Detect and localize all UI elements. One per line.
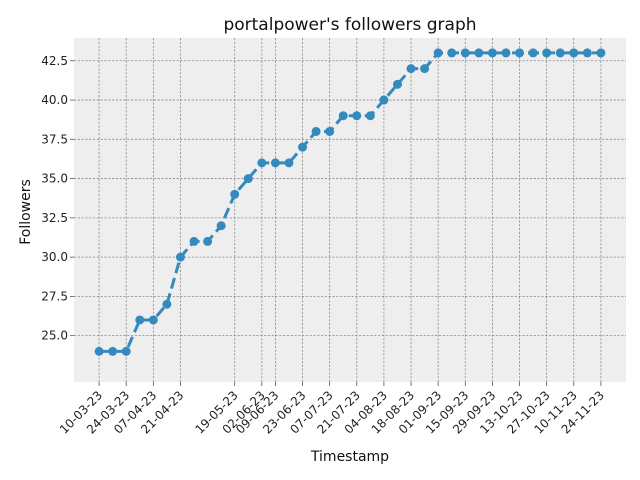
data-point [230, 189, 240, 199]
data-point [582, 48, 592, 58]
y-tick-label: 30.0 [41, 250, 68, 264]
y-tick-label: 32.5 [41, 211, 68, 225]
data-point [338, 111, 348, 121]
grid-lines [74, 38, 626, 382]
data-point [121, 346, 131, 356]
data-point [352, 111, 362, 121]
data-point [270, 158, 280, 168]
y-tick-label: 42.5 [41, 54, 68, 68]
plot-area [74, 38, 626, 382]
data-point [474, 48, 484, 58]
data-point [379, 95, 389, 105]
data-point [298, 142, 308, 152]
y-tick-label: 35.0 [41, 172, 68, 186]
data-point [433, 48, 443, 58]
data-point [148, 315, 158, 325]
chart-title: portalpower's followers graph [223, 15, 476, 35]
data-point [216, 221, 226, 231]
y-tick-label: 37.5 [41, 132, 68, 146]
data-point [555, 48, 565, 58]
y-axis-label: Followers [18, 179, 34, 245]
data-point [542, 48, 552, 58]
data-point [325, 126, 335, 136]
data-point [135, 315, 145, 325]
data-point [108, 346, 118, 356]
y-tick-label: 25.0 [41, 329, 68, 343]
x-axis-label: Timestamp [310, 449, 389, 465]
data-point [257, 158, 267, 168]
data-point [596, 48, 606, 58]
data-point [243, 174, 253, 184]
data-point [569, 48, 579, 58]
data-point [203, 236, 213, 246]
data-point [311, 126, 321, 136]
data-point [420, 64, 430, 74]
data-point [515, 48, 525, 58]
data-point [460, 48, 470, 58]
data-point [94, 346, 104, 356]
series-followers [94, 48, 606, 356]
y-tick-label: 27.5 [41, 289, 68, 303]
data-point [487, 48, 497, 58]
y-tick-label: 40.0 [41, 93, 68, 107]
data-point [189, 236, 199, 246]
data-point [365, 111, 375, 121]
data-point [284, 158, 294, 168]
data-point [162, 299, 172, 309]
data-point [501, 48, 511, 58]
data-point [175, 252, 185, 262]
data-point [392, 79, 402, 89]
data-point [406, 64, 416, 74]
data-point [447, 48, 457, 58]
data-point [528, 48, 538, 58]
